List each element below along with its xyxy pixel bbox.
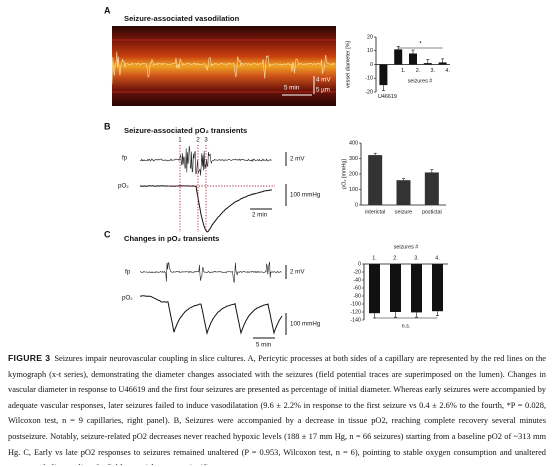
y-tick-label: 0 bbox=[358, 261, 361, 267]
scale-bar-label: 5 µm bbox=[316, 87, 330, 94]
category-label: seizure bbox=[395, 209, 412, 215]
y-tick-label: -20 bbox=[365, 89, 373, 95]
kymograph bbox=[112, 26, 336, 106]
time-marker: 1 bbox=[178, 137, 182, 144]
category-label: 4. bbox=[445, 68, 450, 74]
bar bbox=[438, 62, 447, 65]
category-label: 1. bbox=[372, 255, 377, 261]
scale-bar-label: 2 mV bbox=[290, 269, 305, 276]
annotation: n.s. bbox=[402, 323, 411, 329]
y-tick-label: 100 bbox=[349, 187, 358, 193]
trace-label: fp bbox=[125, 269, 131, 276]
y-axis-label: pO₂ [mmHg] bbox=[341, 159, 347, 189]
y-tick-label: 0 bbox=[370, 62, 373, 68]
y-tick-label: -10 bbox=[365, 76, 373, 82]
scale-bar-label: 2 mV bbox=[290, 156, 305, 163]
bar bbox=[369, 264, 380, 314]
fp-trace bbox=[140, 261, 282, 284]
scale-bar-label: 4 mV bbox=[316, 77, 331, 84]
x-axis-label: seizures # bbox=[408, 78, 433, 84]
panel-label: B bbox=[104, 121, 111, 131]
scale-bar-label: 5 min bbox=[284, 85, 300, 92]
bar bbox=[409, 53, 417, 65]
figure: A Seizure-associated vasodilation 4 mV 5… bbox=[104, 5, 450, 349]
trace-label: pO₂ bbox=[118, 183, 129, 190]
y-tick-label: -100 bbox=[350, 301, 361, 307]
bar bbox=[368, 155, 383, 205]
scale-bar-label: 5 min bbox=[256, 342, 272, 349]
y-tick-label: -140 bbox=[350, 317, 361, 323]
time-marker: 2 bbox=[196, 137, 200, 144]
trace-label: pO₂ bbox=[122, 295, 133, 302]
category-label: U46619 bbox=[378, 94, 397, 100]
category-label: 4. bbox=[435, 255, 440, 261]
category-label: 1. bbox=[401, 68, 406, 74]
bar bbox=[432, 264, 443, 312]
y-tick-label: 10 bbox=[367, 48, 373, 54]
y-tick-label: 0 bbox=[355, 202, 358, 208]
figure-caption: FIGURE 3 Seizures impair neurovascular co… bbox=[8, 351, 546, 465]
po2-trace bbox=[140, 295, 283, 336]
time-marker: 3 bbox=[204, 137, 208, 144]
category-label: postictal bbox=[422, 209, 442, 215]
category-label: 3. bbox=[414, 255, 419, 261]
annotation: * bbox=[419, 41, 422, 48]
x-axis-label: seizures # bbox=[394, 244, 419, 250]
bar bbox=[423, 63, 432, 65]
y-tick-label: -40 bbox=[353, 277, 361, 283]
category-label: 2. bbox=[393, 255, 398, 261]
y-tick-label: -120 bbox=[350, 309, 361, 315]
y-tick-label: 300 bbox=[349, 156, 358, 162]
category-label: 3. bbox=[431, 68, 436, 74]
y-tick-label: 20 bbox=[367, 34, 373, 40]
scale-bar-label: 100 mmHg bbox=[290, 321, 321, 328]
y-tick-label: -80 bbox=[353, 293, 361, 299]
panel-title: Changes in pO₂ transients bbox=[124, 234, 219, 243]
y-tick-label: 400 bbox=[349, 140, 358, 146]
category-label: 2. bbox=[416, 68, 421, 74]
category-label: interictal bbox=[365, 209, 385, 215]
scale-bar-label: 100 mmHg bbox=[290, 192, 321, 199]
bar bbox=[379, 64, 388, 86]
bar bbox=[394, 49, 403, 65]
bar bbox=[396, 180, 411, 205]
panel-title: Seizure-associated pO₂ transients bbox=[124, 126, 247, 135]
bar bbox=[390, 264, 401, 312]
y-axis-label: vessel diameter [%] bbox=[345, 40, 351, 88]
po2-trace bbox=[139, 185, 272, 233]
y-tick-label: 200 bbox=[349, 171, 358, 177]
trace-label: fp bbox=[122, 155, 128, 162]
y-tick-label: -60 bbox=[353, 285, 361, 291]
caption-label: FIGURE 3 bbox=[8, 353, 51, 363]
scale-bar-label: 2 min bbox=[252, 212, 268, 219]
caption-text: Seizures impair neurovascular coupling i… bbox=[8, 354, 546, 465]
bar bbox=[411, 264, 422, 313]
panel-label: A bbox=[104, 5, 111, 15]
field-potential-trace bbox=[111, 51, 336, 84]
panel-title: Seizure-associated vasodilation bbox=[124, 14, 240, 23]
panel-label: C bbox=[104, 229, 111, 239]
y-tick-label: -20 bbox=[353, 269, 361, 275]
bar bbox=[424, 172, 439, 205]
